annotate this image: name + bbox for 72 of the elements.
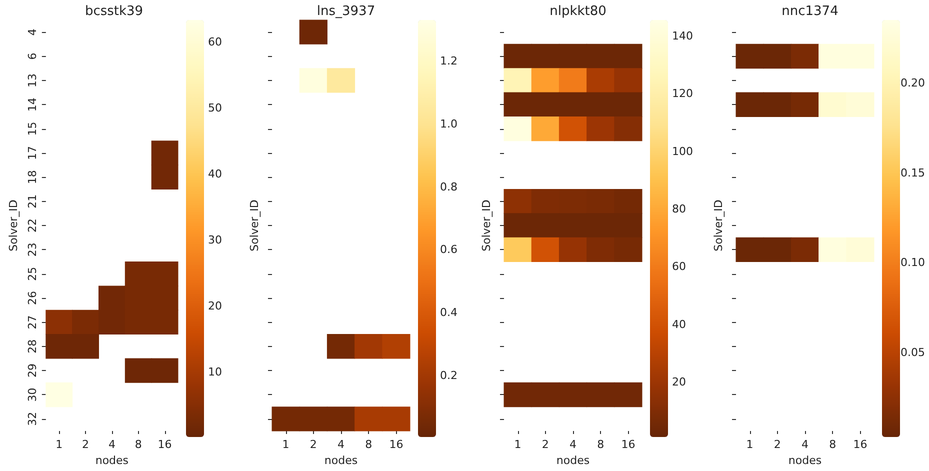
x-axis-title: nodes: [788, 454, 822, 467]
x-tick-label: 4: [108, 438, 116, 451]
y-tick-label: 26: [26, 291, 39, 306]
color-bar-label: 10: [208, 366, 222, 379]
color-bar-label: 60: [208, 35, 222, 48]
color-bar-label: 60: [672, 260, 686, 274]
x-axis-title: nodes: [95, 454, 129, 467]
color-bar-label: 0.4: [440, 306, 458, 320]
x-tick-label: 16: [853, 438, 868, 451]
x-tick-label: 1: [282, 438, 290, 451]
chart-title: lns_3937: [316, 4, 376, 19]
color-bar-label: 0.05: [900, 346, 926, 360]
x-tick-label: 8: [829, 438, 836, 451]
y-tick-label: 23: [26, 242, 39, 257]
y-tick-label: 22: [26, 218, 39, 232]
color-bar-label: 0.15: [900, 166, 926, 180]
color-bar-label: 0.2: [440, 369, 458, 382]
x-tick-label: 8: [134, 438, 142, 451]
x-tick-label: 1: [514, 438, 522, 451]
y-axis-title: Solver_ID: [480, 200, 493, 252]
color-bar-label: 100: [672, 144, 693, 158]
y-axis-title: Solver_ID: [248, 200, 261, 252]
x-tick-label: 16: [389, 438, 404, 451]
color-bar-label: 40: [672, 318, 686, 331]
color-bar-label: 0.8: [440, 180, 458, 194]
x-tick-label: 1: [56, 438, 63, 451]
y-axis-title: Solver_ID: [7, 200, 20, 252]
y-tick-label: 15: [26, 122, 39, 136]
y-tick-label: 17: [26, 146, 39, 160]
y-tick-label: 4: [26, 28, 39, 36]
x-tick-label: 4: [570, 438, 576, 451]
color-bar-label: 0.20: [900, 76, 926, 90]
y-tick-label: 14: [26, 98, 39, 112]
chart-title: nnc1374: [782, 4, 838, 19]
color-bar-label: 40: [208, 167, 222, 180]
y-tick-label: 25: [26, 266, 39, 281]
color-bar-label: 30: [208, 234, 222, 247]
y-tick-label: 29: [26, 364, 39, 378]
x-tick-label: 16: [621, 438, 636, 451]
x-tick-label: 4: [338, 438, 344, 451]
x-tick-label: 2: [774, 438, 781, 451]
y-tick-label: 21: [26, 194, 39, 208]
y-tick-label: 32: [26, 412, 39, 426]
color-bar-label: 140: [672, 29, 693, 42]
x-tick-label: 2: [310, 438, 317, 451]
x-axis-title: nodes: [556, 454, 590, 467]
color-bar-label: 20: [672, 376, 686, 389]
chart-title: nlpkkt80: [550, 4, 606, 19]
x-axis-title: nodes: [324, 454, 358, 467]
color-bar-label: 1.0: [440, 117, 458, 130]
y-tick-label: 28: [26, 339, 39, 354]
color-bar-label: 1.2: [440, 54, 458, 68]
color-bar-label: 0.6: [440, 243, 458, 256]
x-tick-label: 4: [802, 438, 808, 451]
x-tick-label: 8: [597, 438, 604, 451]
x-tick-label: 2: [82, 438, 90, 451]
x-tick-label: 8: [365, 438, 372, 451]
y-axis-title: Solver_ID: [712, 200, 725, 252]
y-tick-label: 6: [26, 52, 39, 60]
x-tick-label: 1: [746, 438, 754, 451]
x-tick-label: 16: [158, 438, 172, 451]
color-bar-label: 20: [208, 300, 222, 313]
y-tick-label: 18: [26, 170, 39, 184]
y-tick-label: 27: [26, 315, 39, 330]
color-bar-label: 120: [672, 87, 693, 100]
x-tick-label: 2: [542, 438, 549, 451]
color-bar-label: 50: [208, 101, 222, 114]
y-tick-label: 13: [26, 73, 39, 88]
chart-title: bcsstk39: [84, 4, 144, 19]
color-bar-label: 80: [672, 202, 686, 216]
color-bar-label: 0.10: [900, 256, 926, 270]
y-tick-label: 30: [26, 388, 39, 402]
